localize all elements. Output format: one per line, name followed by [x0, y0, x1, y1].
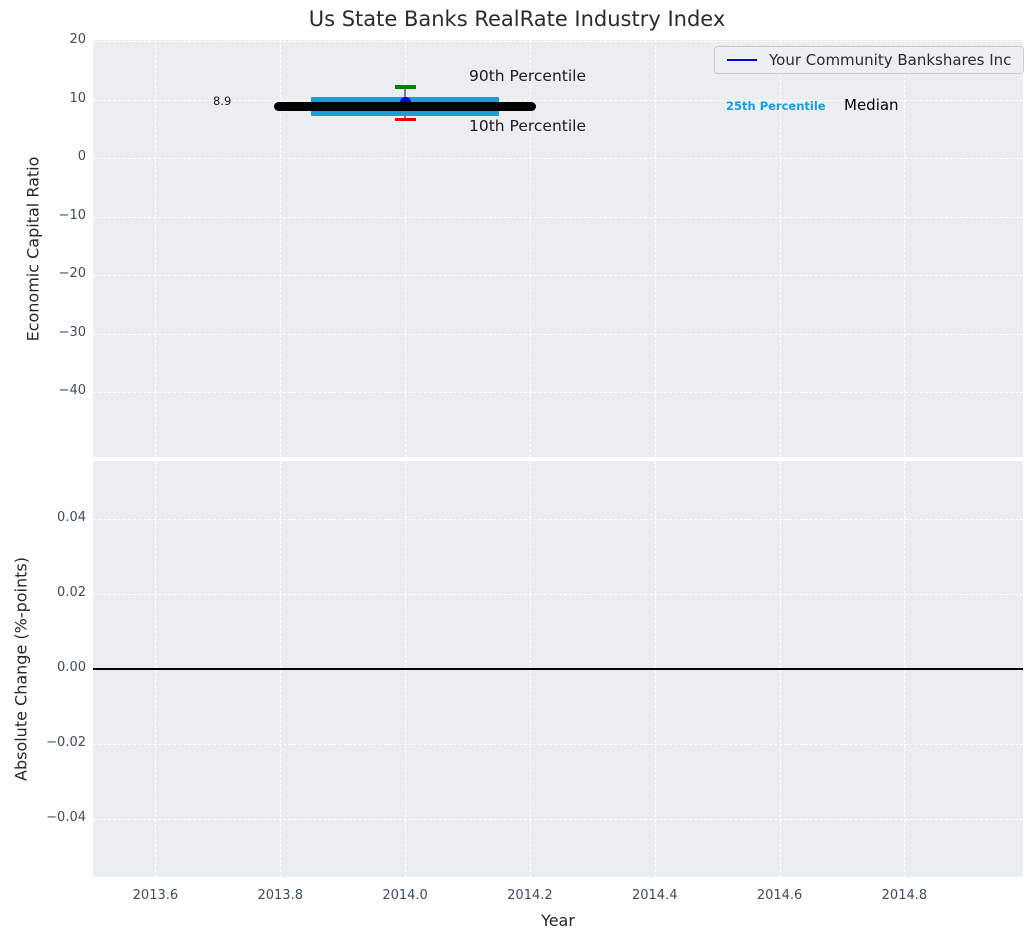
x-tick-label: 2014.2 [507, 888, 553, 903]
y-gridline [93, 819, 1023, 821]
y-gridline [93, 216, 1023, 218]
y-gridline [93, 518, 1023, 520]
x-tick-label: 2014.4 [631, 888, 678, 903]
zero-line [93, 668, 1023, 670]
x-tick-label: 2014.8 [881, 888, 928, 903]
y-gridline [93, 333, 1023, 335]
y-tick-label: 10 [69, 90, 86, 106]
y-tick-label: −10 [58, 207, 86, 223]
y-gridline [93, 158, 1023, 160]
x-axis-label: Year [541, 911, 575, 930]
legend-entry-label: Your Community Bankshares Inc [769, 51, 1012, 69]
x-gridline [155, 40, 157, 457]
legend-line-sample [727, 58, 757, 62]
p90-cap [394, 85, 416, 89]
x-gridline [529, 40, 531, 457]
y-gridline [93, 99, 1023, 101]
p10-annotation: 10th Percentile [469, 117, 587, 135]
x-gridline [405, 40, 407, 457]
median-annotation: Median [844, 96, 899, 114]
x-tick-label: 2013.8 [257, 888, 303, 903]
y-axis-label-top: Economic Capital Ratio [23, 156, 43, 342]
p10-cap [394, 117, 416, 122]
value-annotation: 8.9 [213, 94, 232, 108]
p25-annotation: 25th Percentile [726, 99, 826, 113]
x-tick-label: 2014.0 [382, 888, 428, 903]
y-tick-label: −0.02 [46, 735, 86, 751]
x-gridline [280, 40, 282, 457]
x-gridline [904, 40, 906, 457]
y-tick-label: −0.04 [46, 810, 86, 826]
y-gridline [93, 593, 1023, 595]
x-tick-label: 2014.6 [756, 888, 803, 903]
y-tick-label: 0.04 [57, 509, 86, 525]
p90-annotation: 90th Percentile [469, 67, 587, 85]
y-tick-label: 0.00 [57, 660, 86, 675]
y-tick-label: 0.02 [57, 584, 86, 600]
y-tick-label: −40 [58, 383, 86, 399]
y-tick-label: −30 [58, 324, 86, 340]
y-gridline [93, 275, 1023, 277]
y-tick-label: 0 [77, 149, 86, 165]
top-axes [93, 40, 1023, 457]
legend: Your Community Bankshares Inc [714, 46, 1025, 74]
y-gridline [93, 41, 1023, 43]
y-gridline [93, 392, 1023, 394]
y-gridline [93, 744, 1023, 746]
median-line [274, 101, 537, 111]
x-tick-label: 2013.6 [132, 888, 179, 903]
x-gridline [654, 40, 656, 457]
x-gridline [779, 40, 781, 457]
bottom-axes [93, 461, 1023, 877]
chart-title: Us State Banks RealRate Industry Index [308, 7, 726, 31]
y-tick-label: 20 [69, 32, 86, 48]
y-tick-label: −20 [58, 266, 86, 282]
